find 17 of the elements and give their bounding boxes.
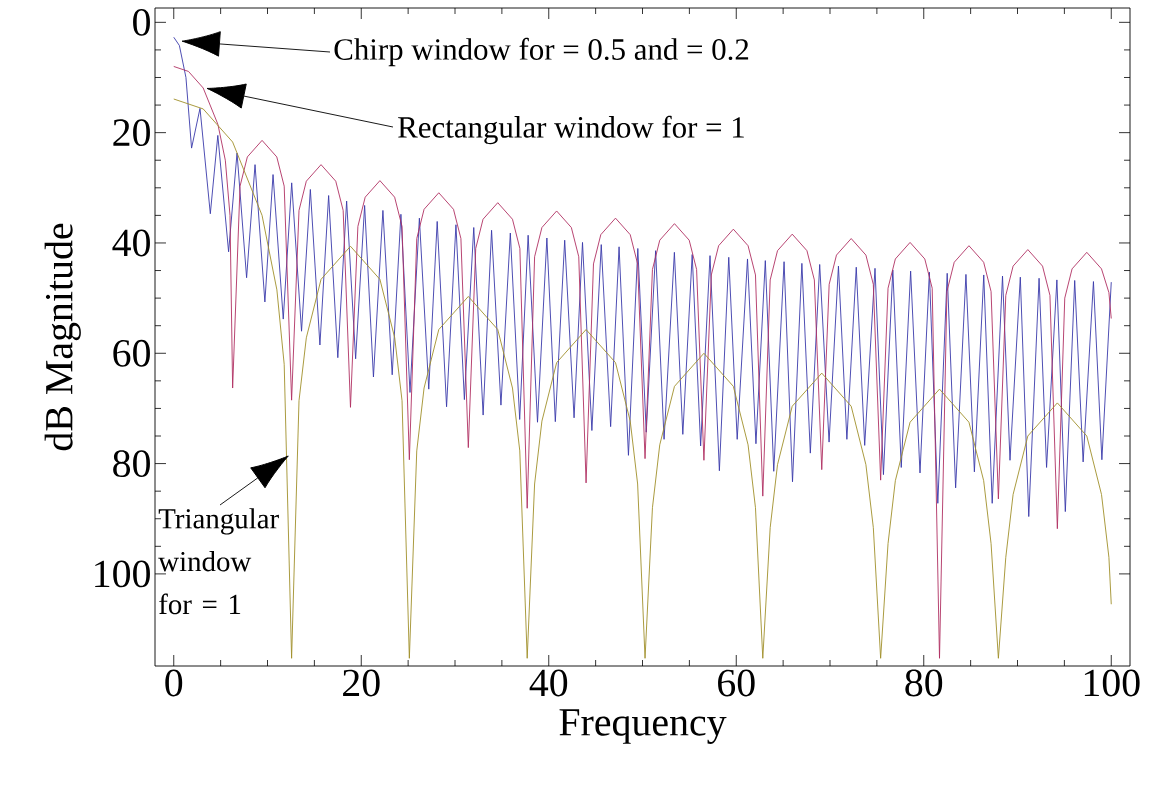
x-tick-label: 100 (1084, 669, 1140, 697)
x-tick-label: 80 (905, 669, 943, 697)
y-tick-label: 60 (113, 339, 150, 367)
y-axis-title: dB Magnitude (44, 223, 81, 451)
x-tick-label: 40 (529, 669, 568, 697)
x-tick-label: 20 (343, 669, 380, 697)
annotation: Rectangular window for = 1 (398, 115, 744, 145)
x-axis-title: Frequency (559, 709, 727, 744)
y-tick-label: 40 (112, 229, 150, 257)
annotation: Chirp window for = 0.5 and = 0.2 (334, 37, 749, 67)
x-tick-label: 60 (718, 669, 755, 697)
y-tick-label: 100 (95, 560, 150, 588)
y-tick-label: 0 (133, 8, 150, 36)
y-tick-label: 80 (113, 450, 150, 478)
y-tick-label: 20 (113, 119, 150, 147)
x-tick-label: 0 (165, 669, 183, 697)
annotation: Triangular window for = 1 (158, 508, 279, 615)
